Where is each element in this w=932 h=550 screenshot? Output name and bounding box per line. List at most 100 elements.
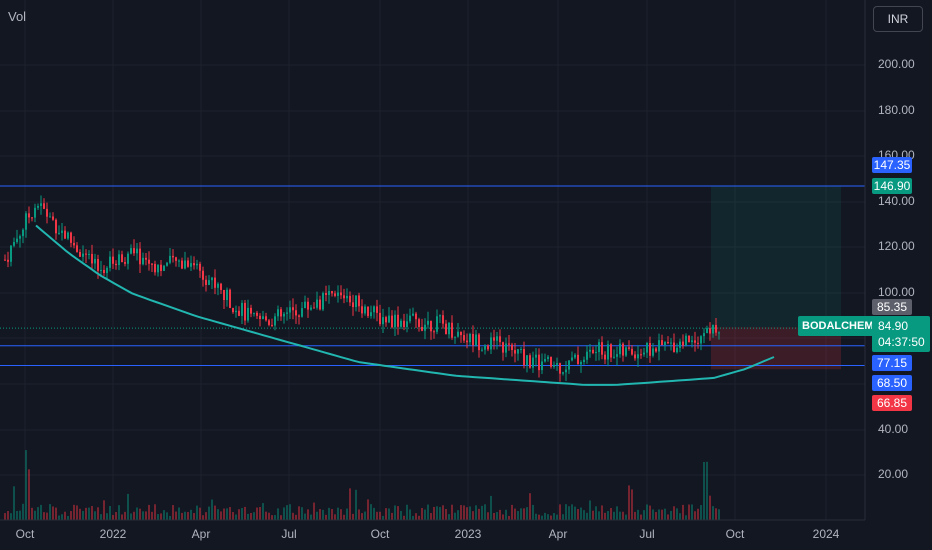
candle-body bbox=[391, 315, 393, 328]
volume-bar bbox=[238, 509, 240, 520]
volume-bar bbox=[349, 488, 351, 520]
volume-bar bbox=[526, 507, 528, 520]
candle-body bbox=[376, 306, 378, 313]
volume-bar bbox=[148, 504, 150, 520]
volume-bar bbox=[70, 511, 72, 520]
volume-bar bbox=[13, 486, 15, 520]
volume-bar bbox=[457, 510, 459, 520]
volume-bar bbox=[259, 506, 261, 520]
volume-bar bbox=[706, 461, 708, 520]
volume-bar bbox=[586, 512, 588, 520]
candle-body bbox=[160, 264, 162, 271]
candle-body bbox=[349, 295, 351, 303]
volume-bar bbox=[556, 514, 558, 520]
volume-bar bbox=[19, 510, 21, 520]
candle-body bbox=[43, 203, 45, 209]
candle-body bbox=[550, 356, 552, 367]
volume-bar bbox=[289, 504, 291, 520]
symbol-label: BODALCHEM bbox=[798, 316, 878, 336]
candle-body bbox=[688, 335, 690, 343]
volume-bar bbox=[37, 507, 39, 520]
volume-bar bbox=[331, 509, 333, 520]
volume-bar bbox=[535, 513, 537, 520]
volume-bar bbox=[397, 506, 399, 520]
volume-bar bbox=[454, 512, 456, 520]
candle-body bbox=[232, 307, 234, 313]
volume-bar bbox=[409, 509, 411, 520]
x-tick-label: Oct bbox=[725, 527, 745, 541]
candle-body bbox=[22, 229, 24, 237]
volume-bar bbox=[184, 511, 186, 520]
candle-body bbox=[595, 352, 597, 354]
candle-body bbox=[157, 264, 159, 273]
candle-body bbox=[463, 335, 465, 341]
volume-bar bbox=[445, 509, 447, 520]
volume-bar bbox=[691, 504, 693, 520]
volume-bar bbox=[694, 511, 696, 520]
volume-bar bbox=[181, 512, 183, 520]
volume-bar bbox=[505, 509, 507, 520]
candle-body bbox=[268, 320, 270, 325]
candle-body bbox=[358, 295, 360, 307]
volume-bar bbox=[328, 507, 330, 520]
last-price: 84.90 bbox=[878, 319, 909, 333]
candle-body bbox=[436, 316, 438, 332]
candle-body bbox=[145, 257, 147, 260]
candle-body bbox=[298, 315, 300, 317]
currency-button[interactable]: INR bbox=[873, 6, 923, 32]
candle-body bbox=[544, 359, 546, 362]
candle-body bbox=[355, 295, 357, 308]
volume-bar bbox=[112, 514, 114, 520]
candle-body bbox=[274, 316, 276, 326]
candle-body bbox=[670, 342, 672, 344]
candle-body bbox=[676, 347, 678, 353]
volume-bar bbox=[613, 511, 615, 520]
candle-body bbox=[88, 253, 90, 255]
candle-body bbox=[535, 354, 537, 358]
volume-bar bbox=[256, 507, 258, 520]
candle-body bbox=[121, 254, 123, 263]
volume-bar bbox=[139, 508, 141, 520]
candle-body bbox=[658, 340, 660, 352]
volume-bar bbox=[568, 506, 570, 520]
candle-body bbox=[514, 350, 516, 354]
volume-bar bbox=[394, 505, 396, 520]
volume-bar bbox=[463, 505, 465, 520]
candle-body bbox=[181, 260, 183, 269]
candle-body bbox=[316, 299, 318, 308]
candle-body bbox=[685, 335, 687, 346]
candle-body bbox=[310, 307, 312, 310]
volume-bar bbox=[220, 511, 222, 520]
volume-bar bbox=[538, 514, 540, 520]
candle-body bbox=[574, 354, 576, 358]
y-tick-label: 180.00 bbox=[878, 103, 915, 117]
volume-bar bbox=[562, 514, 564, 520]
position-tool[interactable] bbox=[711, 185, 841, 370]
volume-bar bbox=[127, 493, 129, 520]
volume-bar bbox=[229, 507, 231, 520]
candle-body bbox=[610, 344, 612, 358]
volume-bars bbox=[4, 450, 720, 520]
candle-body bbox=[589, 349, 591, 352]
level-lines[interactable] bbox=[0, 185, 865, 367]
volume-bar bbox=[541, 515, 543, 520]
volume-bar bbox=[283, 507, 285, 520]
volume-bar bbox=[31, 507, 33, 520]
candle-body bbox=[244, 302, 246, 321]
x-tick-label: Oct bbox=[15, 527, 35, 541]
candle-body bbox=[199, 263, 201, 271]
candle-body bbox=[556, 363, 558, 365]
volume-bar bbox=[448, 514, 450, 520]
candle-body bbox=[637, 354, 639, 359]
candle-body bbox=[712, 324, 714, 334]
candle-body bbox=[220, 283, 222, 290]
candle-body bbox=[28, 213, 30, 218]
volume-bar bbox=[100, 514, 102, 520]
volume-bar bbox=[265, 511, 267, 520]
volume-bar bbox=[610, 508, 612, 520]
candle-body bbox=[469, 333, 471, 343]
x-tick-label: 2024 bbox=[812, 527, 840, 541]
candle-body bbox=[223, 289, 225, 301]
volume-bar bbox=[661, 509, 663, 520]
